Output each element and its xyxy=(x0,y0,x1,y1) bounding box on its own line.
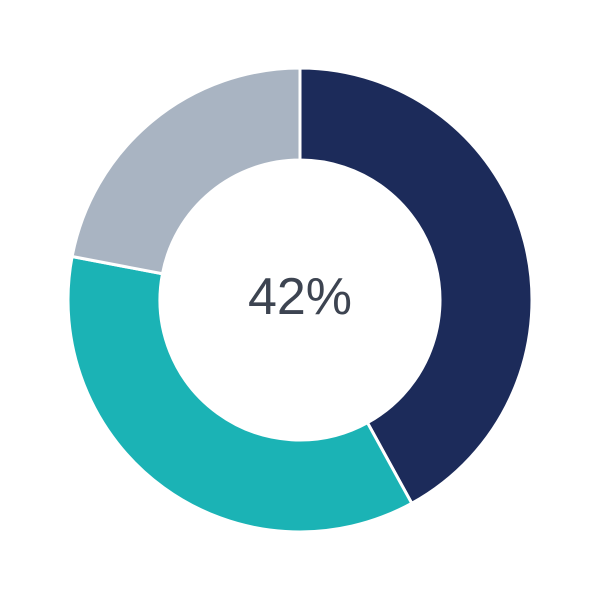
donut-slice-2 xyxy=(70,66,302,276)
center-percentage-label: 42% xyxy=(247,268,353,326)
donut-slice-1 xyxy=(66,254,414,534)
donut-slice-0 xyxy=(298,66,534,506)
